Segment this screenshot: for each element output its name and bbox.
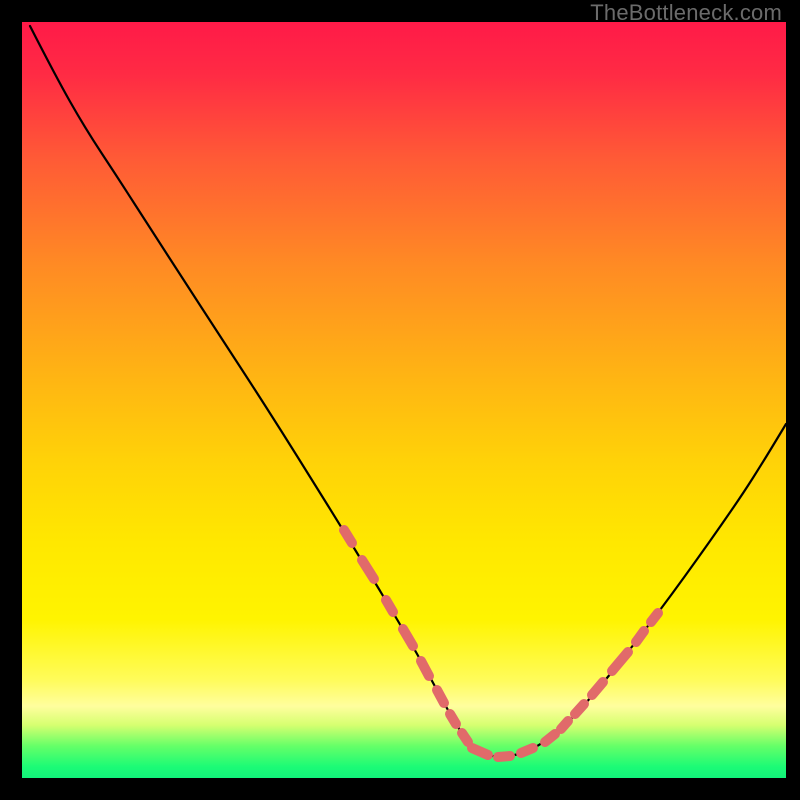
dash-segment [498, 756, 510, 757]
dash-segment [450, 714, 456, 724]
watermark-text: TheBottleneck.com [590, 0, 782, 26]
plot-area [22, 22, 786, 778]
dash-segment [651, 613, 658, 622]
dash-segment [612, 652, 628, 671]
dash-segment [386, 600, 393, 612]
curve-layer [22, 22, 786, 778]
dash-segment [592, 682, 603, 695]
dash-segment [521, 748, 533, 753]
dash-segment [344, 530, 352, 543]
dash-segment [421, 661, 429, 676]
dash-segment [636, 631, 644, 642]
dash-segment [437, 690, 444, 703]
dash-segment [362, 560, 374, 579]
dash-segment [403, 629, 413, 646]
dash-overlay [344, 530, 658, 757]
dash-segment [472, 748, 488, 755]
dash-segment [462, 733, 468, 742]
dash-segment [561, 721, 568, 729]
dash-segment [545, 734, 555, 742]
dash-segment [575, 704, 584, 714]
